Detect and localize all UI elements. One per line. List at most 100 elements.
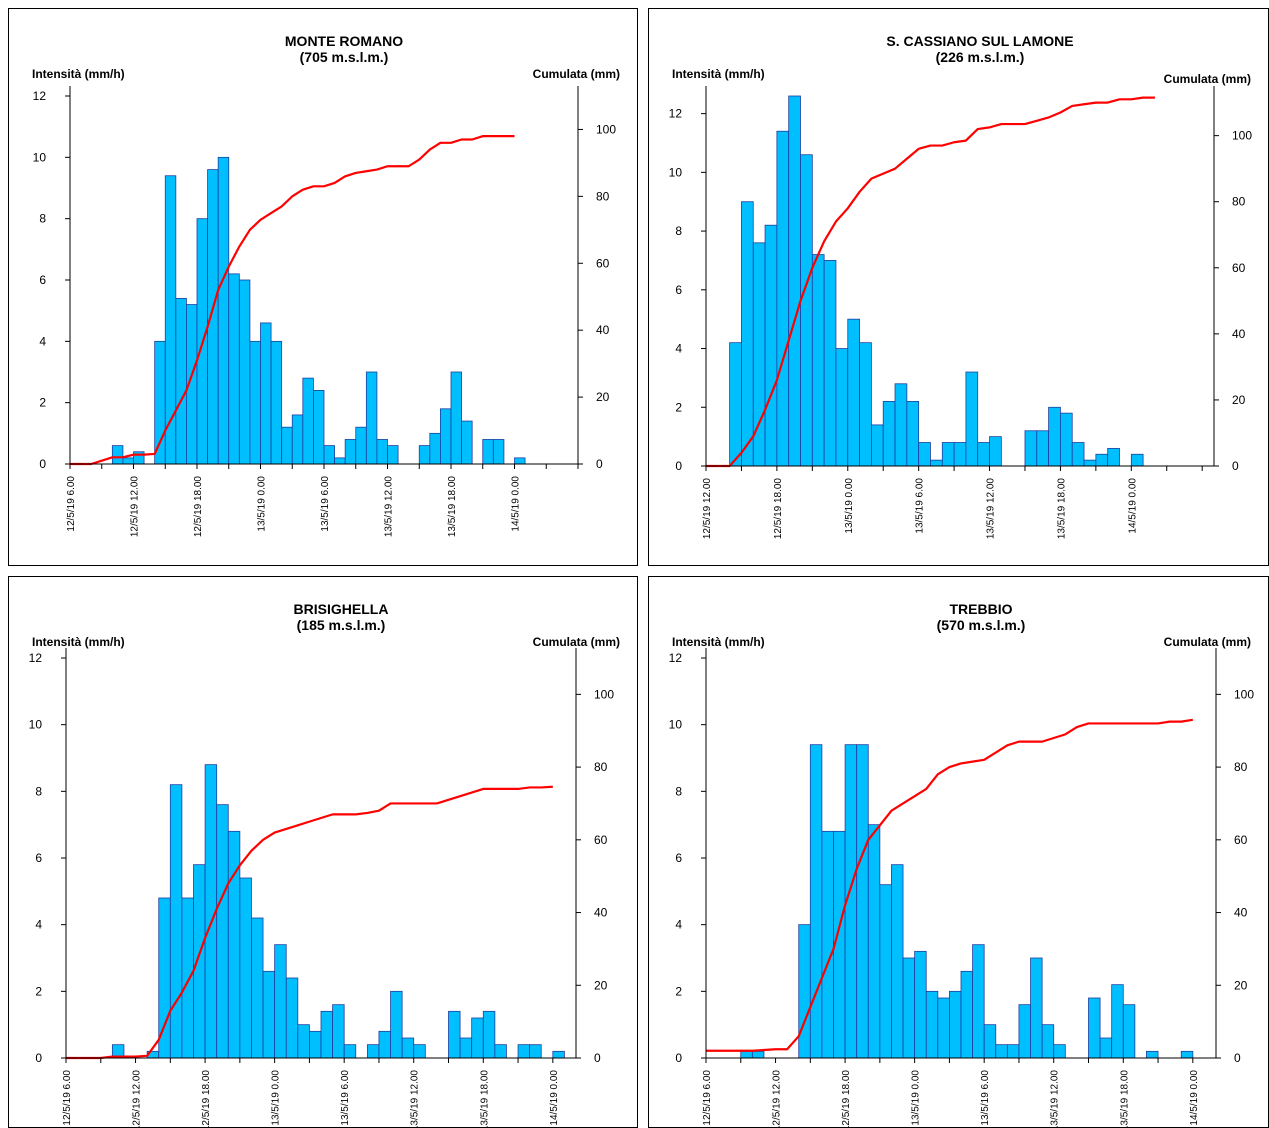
y-axis-label-left: Intensità (mm/h): [32, 635, 125, 649]
x-tick-label: 14/5/19 0.00: [511, 476, 522, 532]
chart-panel-monte-romano: MONTE ROMANO (705 m.s.l.m.) Intensità (mm/…: [8, 8, 638, 566]
x-tick-label: 13/5/19 0.00: [271, 1070, 282, 1126]
y-tick-label-right: 100: [596, 122, 616, 136]
intensity-bar: [1107, 447, 1120, 467]
intensity-bar: [930, 459, 943, 467]
intensity-bar: [482, 1010, 496, 1059]
x-tick-label: 12/5/19 6.00: [66, 476, 77, 532]
intensity-bar: [949, 990, 962, 1059]
intensity-bar: [977, 442, 990, 467]
y-tick-label-left: 8: [675, 784, 682, 798]
intensity-bar: [169, 784, 183, 1059]
intensity-bar: [181, 897, 194, 1059]
intensity-bar: [1024, 430, 1038, 467]
y-axis-label-right: Cumulata (mm): [533, 635, 620, 649]
cumulative-line: [706, 718, 1193, 1052]
intensity-bar: [1180, 1050, 1194, 1059]
intensity-bar: [995, 1044, 1008, 1059]
chart-title: MONTE ROMANO: [285, 33, 403, 49]
y-tick-label-left: 12: [669, 651, 683, 665]
x-tick-label: 13/5/19 18.00: [447, 476, 458, 538]
y-tick-label-left: 6: [39, 273, 46, 287]
intensity-bar: [989, 436, 1002, 467]
intensity-bar: [788, 95, 801, 467]
y-tick-label-right: 80: [596, 189, 610, 203]
intensity-bar: [401, 1037, 415, 1059]
intensity-bar: [809, 744, 823, 1059]
y-axis-label-right: Cumulata (mm): [533, 67, 620, 81]
intensity-bar: [332, 1004, 345, 1059]
intensity-bar: [154, 340, 166, 465]
y-tick-label-left: 4: [39, 334, 46, 348]
chart-title: TREBBIO: [950, 601, 1013, 617]
intensity-bar: [207, 169, 219, 465]
y-axis-label-right: Cumulata (mm): [1164, 72, 1251, 86]
chart-subtitle: (570 m.s.l.m.): [937, 617, 1026, 633]
intensity-bar: [1053, 1044, 1066, 1059]
y-tick-label-left: 0: [675, 459, 682, 473]
intensity-bar: [494, 1044, 507, 1059]
y-tick-label-left: 8: [675, 224, 682, 238]
intensity-bar: [764, 224, 778, 467]
intensity-bar: [1095, 453, 1109, 467]
intensity-bar: [960, 970, 973, 1059]
x-tick-label: 12/5/19 18.00: [193, 476, 204, 538]
intensity-bar: [925, 990, 939, 1059]
y-tick-label-right: 20: [1232, 393, 1246, 407]
y-tick-label-left: 10: [669, 165, 683, 179]
y-tick-label-left: 12: [29, 651, 43, 665]
y-tick-label-left: 6: [675, 851, 682, 865]
cumulative-line: [706, 96, 1155, 468]
chart-subtitle: (226 m.s.l.m.): [936, 49, 1025, 65]
intensity-bar: [281, 426, 293, 465]
intensity-bar: [517, 1044, 531, 1059]
intensity-bar: [323, 445, 335, 465]
x-tick-label: 14/5/19 0.00: [1189, 1070, 1200, 1126]
chart-subtitle: (705 m.s.l.m.): [300, 49, 389, 65]
intensity-bar: [320, 1010, 333, 1059]
intensity-bar: [175, 297, 187, 465]
intensity-bar: [334, 457, 346, 465]
intensity-bar: [260, 322, 272, 465]
chart-panel-brisighella: BRISIGHELLA (185 m.s.l.m.) Intensità (mm/h…: [8, 576, 638, 1128]
intensity-bar: [800, 154, 813, 467]
intensity-bar: [418, 445, 431, 465]
intensity-bar: [740, 1050, 753, 1059]
intensity-bar: [1083, 459, 1097, 467]
intensity-bar: [972, 944, 985, 1059]
intensity-bar: [344, 439, 357, 465]
intensity-bar: [1018, 1004, 1031, 1059]
y-tick-label-left: 8: [39, 212, 46, 226]
intensity-bar: [870, 424, 884, 467]
y-tick-label-right: 60: [1234, 833, 1248, 847]
y-tick-label-left: 6: [675, 283, 682, 297]
y-tick-label-left: 8: [35, 784, 42, 798]
intensity-bar: [514, 457, 526, 465]
panel-frame: [8, 8, 638, 566]
chart-svg: BRISIGHELLA(185 m.s.l.m.) Intensità (mm/h…: [8, 576, 638, 1128]
intensity-bar: [249, 340, 261, 465]
x-tick-label: 13/5/19 6.00: [980, 1070, 991, 1126]
intensity-bar: [1146, 1050, 1159, 1059]
chart-title: S. CASSIANO SUL LAMONE: [886, 33, 1073, 49]
intensity-bar: [251, 917, 264, 1059]
cumulative-line: [66, 785, 553, 1060]
intensity-bar: [1060, 412, 1073, 467]
x-tick-label: 12/5/19 18.00: [773, 478, 784, 540]
intensity-bar: [879, 884, 892, 1059]
intensity-bar: [297, 1024, 310, 1059]
y-axis-label-right: Cumulata (mm): [1164, 635, 1251, 649]
x-tick-label: 13/5/19 12.00: [384, 476, 395, 538]
x-tick-label: 12/5/19 6.00: [62, 1070, 73, 1126]
intensity-bar: [1071, 442, 1085, 467]
intensity-bar: [459, 1037, 473, 1059]
intensity-bar: [390, 990, 403, 1059]
y-axis-label-left: Intensità (mm/h): [672, 67, 765, 81]
intensity-bar: [798, 924, 811, 1059]
x-tick-label: 12/5/19 12.00: [772, 1070, 783, 1128]
intensity-bar: [343, 1044, 357, 1059]
y-tick-label-right: 40: [596, 323, 610, 337]
y-tick-label-left: 4: [675, 342, 682, 356]
y-tick-label-right: 80: [594, 760, 608, 774]
y-tick-label-left: 2: [675, 984, 682, 998]
